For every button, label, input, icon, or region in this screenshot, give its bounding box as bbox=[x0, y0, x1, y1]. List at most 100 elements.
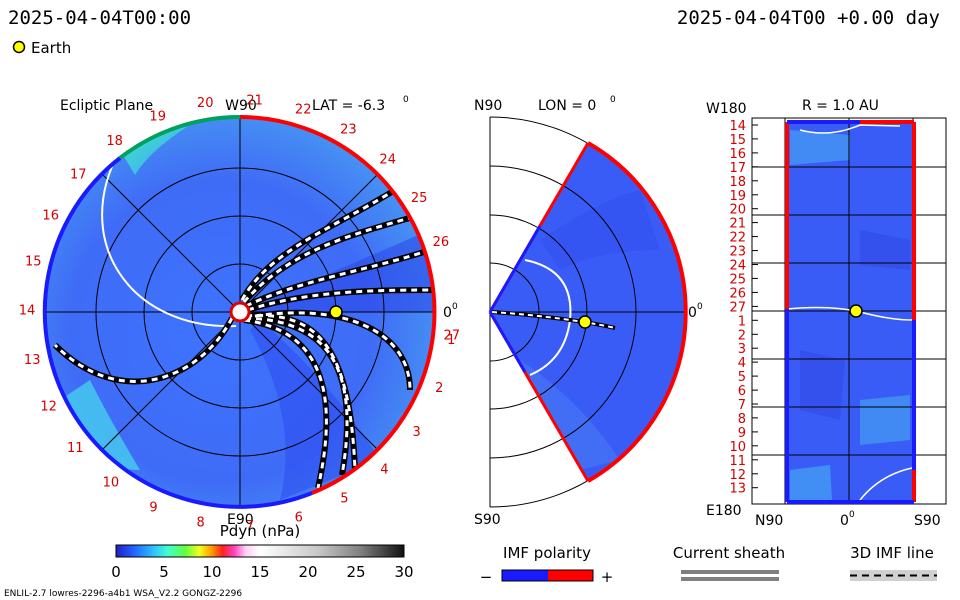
ecliptic-bottom-label: E90 bbox=[227, 512, 254, 528]
radial-day-label: 14 bbox=[729, 119, 746, 134]
radial-day-label: 25 bbox=[729, 272, 746, 287]
ecliptic-day-label: 15 bbox=[25, 255, 42, 270]
colorbar-tick-label: 20 bbox=[298, 563, 317, 581]
colorbar-tick-label: 5 bbox=[159, 563, 169, 581]
imf-polarity-legend: IMF polarity − + bbox=[480, 544, 614, 586]
ecliptic-day-label: 24 bbox=[379, 153, 396, 168]
radial-day-label: 17 bbox=[729, 161, 746, 176]
radial-day-label: 5 bbox=[738, 370, 746, 385]
radial-day-label: 26 bbox=[729, 286, 746, 301]
ecliptic-day-label: 1 bbox=[447, 333, 455, 348]
radial-axis-degree: 0 bbox=[849, 510, 855, 520]
radial-day-label: 9 bbox=[738, 426, 746, 441]
ecliptic-day-label: 13 bbox=[24, 353, 41, 368]
colorbar: Pdyn (nPa) 0 5 10 15 20 25 30 bbox=[111, 522, 413, 581]
ecliptic-panel: Ecliptic Plane W90 LAT = -6.3 0 E90 0 0 … bbox=[19, 94, 460, 534]
radial-day-label: 7 bbox=[738, 398, 746, 413]
earth-marker-meridional bbox=[578, 315, 592, 329]
polarity-negative-swatch bbox=[502, 570, 548, 581]
ecliptic-day-label: 11 bbox=[67, 441, 84, 456]
ecliptic-day-label: 2 bbox=[435, 381, 443, 396]
ecliptic-day-label: 8 bbox=[197, 515, 205, 530]
radial-day-label: 13 bbox=[729, 482, 746, 497]
colorbar-tick-label: 30 bbox=[394, 563, 413, 581]
radial-axis-s90: S90 bbox=[914, 513, 941, 529]
earth-legend-label: Earth bbox=[31, 39, 71, 57]
colorbar-tick-label: 0 bbox=[111, 563, 121, 581]
ecliptic-day-label: 12 bbox=[40, 400, 57, 415]
time-left: 2025-04-04T00:00 bbox=[8, 7, 191, 29]
ecliptic-day-label: 21 bbox=[246, 94, 263, 109]
ecliptic-day-label: 20 bbox=[197, 96, 214, 111]
ecliptic-day-label: 16 bbox=[42, 208, 59, 223]
radial-top-left: W180 bbox=[706, 101, 747, 117]
ecliptic-day-label: 10 bbox=[103, 475, 120, 490]
colorbar-tick-label: 15 bbox=[250, 563, 269, 581]
radial-day-label: 11 bbox=[729, 454, 746, 469]
radial-day-label: 2 bbox=[738, 328, 746, 343]
radial-day-label: 6 bbox=[738, 384, 746, 399]
radial-day-label: 19 bbox=[729, 189, 746, 204]
radial-day-label: 4 bbox=[738, 356, 746, 371]
meridional-panel: N90 LON = 0 0 S90 0 0 bbox=[474, 95, 703, 528]
ecliptic-day-label: 9 bbox=[149, 501, 157, 516]
colorbar-tick-label: 25 bbox=[346, 563, 365, 581]
polarity-positive-swatch bbox=[548, 570, 593, 581]
radial-axis-n90: N90 bbox=[755, 513, 783, 529]
radial-day-label: 24 bbox=[729, 259, 746, 274]
radial-day-label: 22 bbox=[729, 231, 746, 246]
current-sheath-legend: Current sheath bbox=[673, 544, 785, 581]
meridional-bottom-left: S90 bbox=[474, 512, 501, 528]
sun-marker bbox=[229, 301, 251, 323]
earth-legend-icon bbox=[12, 40, 26, 54]
footer-model-info: ENLIL-2.7 lowres-2296-a4b1 WSA_V2.2 GONG… bbox=[4, 589, 242, 599]
polarity-minus: − bbox=[480, 568, 493, 586]
radial-day-labels: 1415161718192021222324252627123456789101… bbox=[729, 119, 746, 497]
meridional-lon-label: LON = 0 bbox=[538, 98, 596, 114]
ecliptic-day-label: 23 bbox=[340, 123, 357, 138]
meridional-lon-degree: 0 bbox=[610, 95, 616, 105]
ecliptic-day-label: 27 bbox=[444, 328, 461, 343]
ecliptic-day-label: 17 bbox=[70, 167, 87, 182]
ecliptic-day-label: 6 bbox=[295, 511, 303, 526]
radial-panel: W180 R = 1.0 AU E180 N90 0 0 S90 1415161… bbox=[706, 98, 947, 529]
ecliptic-day-label: 4 bbox=[380, 463, 388, 478]
meridional-right-label: 0 bbox=[688, 305, 697, 321]
sheath-swatch-top bbox=[681, 570, 779, 574]
radial-day-label: 8 bbox=[738, 412, 746, 427]
ecliptic-day-label: 18 bbox=[106, 134, 123, 149]
colorbar-title: Pdyn (nPa) bbox=[220, 522, 301, 540]
ecliptic-day-label: 7 bbox=[246, 519, 254, 534]
radial-day-label: 27 bbox=[729, 300, 746, 315]
sheath-swatch-bottom bbox=[681, 577, 779, 581]
ecliptic-right-label: 0 bbox=[443, 305, 452, 321]
radial-r-label: R = 1.0 AU bbox=[802, 98, 879, 114]
ecliptic-day-label: 5 bbox=[340, 492, 348, 507]
imf-line-swatch-bg bbox=[850, 570, 937, 581]
meridional-right-degree: 0 bbox=[697, 302, 703, 312]
ecliptic-day-label: 14 bbox=[19, 304, 36, 319]
colorbar-gradient bbox=[115, 544, 405, 558]
radial-day-label: 15 bbox=[729, 133, 746, 148]
imf-line-legend: 3D IMF line bbox=[850, 544, 937, 581]
radial-day-label: 10 bbox=[729, 440, 746, 455]
ecliptic-lat-label: LAT = -6.3 bbox=[312, 98, 385, 114]
radial-day-label: 18 bbox=[729, 175, 746, 190]
ecliptic-lat-degree: 0 bbox=[403, 95, 409, 105]
earth-marker-radial bbox=[849, 304, 863, 318]
ecliptic-day-label: 22 bbox=[295, 103, 312, 118]
ecliptic-day-label: 26 bbox=[433, 235, 450, 250]
ecliptic-day-label: 25 bbox=[411, 191, 428, 206]
radial-day-label: 20 bbox=[729, 203, 746, 218]
ecliptic-right-degree: 0 bbox=[452, 302, 458, 312]
time-right: 2025-04-04T00 +0.00 day bbox=[677, 7, 940, 29]
radial-day-label: 1 bbox=[738, 314, 746, 329]
radial-day-label: 16 bbox=[729, 147, 746, 162]
radial-axis-zero: 0 bbox=[840, 513, 849, 529]
ecliptic-top-label: W90 bbox=[225, 98, 257, 114]
sheath-title: Current sheath bbox=[673, 544, 785, 562]
ecliptic-day-label: 19 bbox=[149, 110, 166, 125]
radial-bottom-left: E180 bbox=[706, 503, 742, 519]
